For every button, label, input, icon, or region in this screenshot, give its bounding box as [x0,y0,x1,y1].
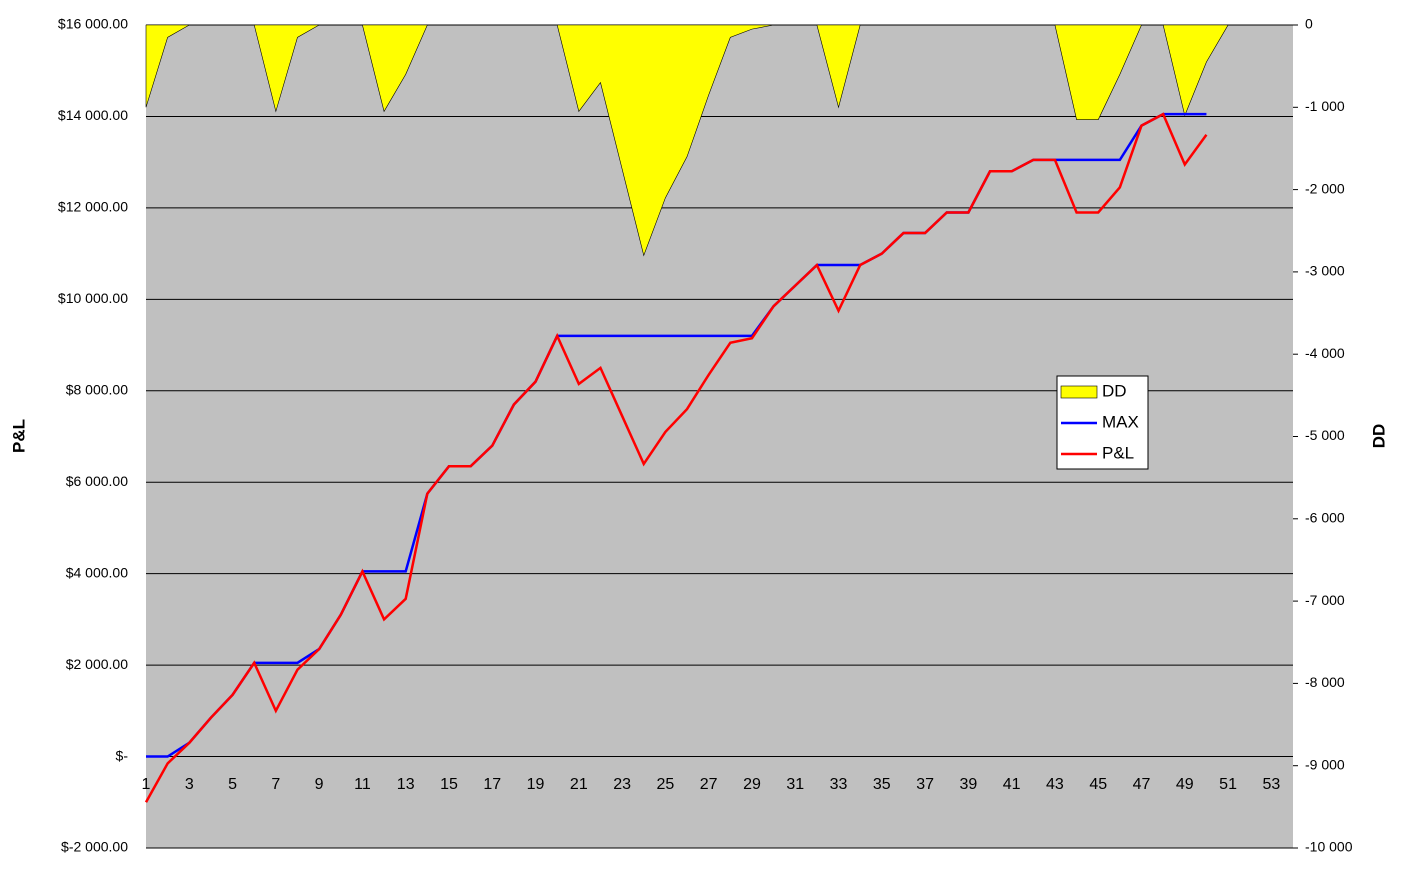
x-tick-label: 5 [228,776,237,793]
legend-label: DD [1102,381,1127,400]
x-tick-label: 27 [700,776,718,793]
y-tick-label: $10 000.00 [58,290,128,306]
dd-area [145,24,1229,257]
y-tick-label: $4 000.00 [66,564,128,580]
legend-label: MAX [1102,412,1139,431]
y2-axis-title: DD [1369,424,1388,449]
y-tick-label: $-2 000.00 [61,839,128,855]
x-tick-label: 37 [916,776,934,793]
x-tick-label: 1 [142,776,151,793]
x-tick-label: 33 [830,776,848,793]
x-tick-label: 41 [1003,776,1021,793]
x-tick-label: 45 [1089,776,1107,793]
y2-tick-label: -8 000 [1305,674,1345,690]
x-tick-label: 15 [440,776,458,793]
x-tick-label: 11 [354,776,371,793]
x-tick-label: 7 [271,776,280,793]
x-tick-label: 29 [743,776,761,793]
series-line [144,112,1208,803]
x-tick-label: 51 [1219,776,1237,793]
x-tick-label: 3 [185,776,194,793]
y2-tick-label: -3 000 [1305,263,1345,279]
x-tick-label: 9 [315,776,324,793]
y2-tick-label: -2 000 [1305,180,1345,196]
x-tick-label: 13 [397,776,415,793]
y2-tick-label: -7 000 [1305,592,1345,608]
x-tick-label: 23 [613,776,631,793]
y-tick-label: $14 000.00 [58,107,128,123]
x-tick-label: 43 [1046,776,1064,793]
x-tick-label: 17 [483,776,501,793]
x-tick-label: 35 [873,776,891,793]
y2-tick-label: -4 000 [1305,345,1345,361]
y-axis-title: P&L [9,419,28,453]
x-tick-label: 21 [570,776,588,793]
legend-swatch [1060,385,1098,399]
y2-tick-label: -1 000 [1305,98,1345,114]
legend-label: P&L [1102,443,1134,462]
x-tick-label: 49 [1176,776,1194,793]
x-tick-label: 25 [656,776,674,793]
y-tick-label: $12 000.00 [58,199,128,215]
y2-tick-label: -10 000 [1305,839,1353,855]
y2-tick-label: 0 [1305,16,1313,32]
x-tick-label: 39 [959,776,977,793]
y-tick-label: $8 000.00 [66,381,128,397]
y-tick-label: $- [116,747,129,763]
y-tick-label: $16 000.00 [58,16,128,32]
x-tick-label: 19 [527,776,545,793]
x-tick-label: 31 [786,776,804,793]
y2-tick-label: -6 000 [1305,510,1345,526]
x-tick-label: 47 [1133,776,1151,793]
y-tick-label: $6 000.00 [66,473,128,489]
y2-tick-label: -5 000 [1305,427,1345,443]
x-tick-label: 53 [1262,776,1280,793]
y-tick-label: $2 000.00 [66,656,128,672]
y2-tick-label: -9 000 [1305,756,1345,772]
